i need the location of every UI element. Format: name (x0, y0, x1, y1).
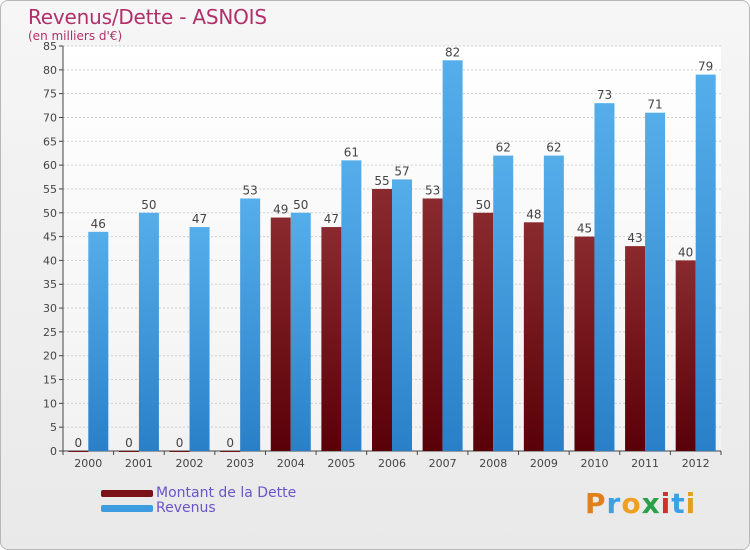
bar-dette (270, 217, 291, 451)
legend-label-revenus: Revenus (156, 500, 216, 516)
y-tick-label: 25 (43, 326, 57, 339)
x-tick-label: 2003 (226, 457, 254, 470)
bar-revenus (543, 155, 564, 451)
x-tick-label: 2000 (74, 457, 102, 470)
y-tick-label: 45 (43, 231, 57, 244)
bar-dette (321, 227, 342, 451)
bar-dette (574, 236, 595, 451)
logo-letter: t (671, 487, 686, 520)
x-tick-label: 2007 (429, 457, 457, 470)
data-label-revenus: 53 (243, 183, 258, 197)
bar-revenus (645, 112, 666, 452)
y-tick-label: 85 (43, 40, 57, 53)
data-label-revenus: 62 (496, 141, 511, 155)
bar-dette (68, 451, 89, 452)
y-tick-label: 55 (43, 183, 57, 196)
x-tick-label: 2004 (277, 457, 305, 470)
bar-dette (625, 246, 646, 451)
data-label-dette: 47 (324, 212, 339, 226)
data-label-revenus: 46 (91, 217, 106, 231)
y-tick-label: 40 (43, 254, 57, 267)
bar-dette (372, 188, 392, 452)
x-tick-label: 2011 (631, 457, 659, 470)
data-label-dette: 53 (425, 183, 440, 197)
logo-letter: o (621, 487, 642, 520)
y-tick-label: 65 (43, 135, 57, 148)
data-label-revenus: 61 (344, 145, 359, 159)
bar-dette (675, 260, 696, 451)
x-tick-label: 2002 (176, 457, 204, 470)
x-tick-label: 2010 (580, 457, 608, 470)
bar-dette (169, 451, 190, 452)
y-tick-label: 80 (43, 64, 57, 77)
data-label-dette: 0 (176, 436, 184, 450)
data-label-revenus: 73 (597, 88, 612, 102)
x-tick-label: 2006 (378, 457, 406, 470)
logo-letter: x (641, 487, 661, 520)
logo-letter: i (685, 487, 697, 520)
bar-revenus (493, 155, 514, 451)
data-label-dette: 43 (627, 231, 642, 245)
bar-revenus (189, 227, 210, 451)
data-label-revenus: 82 (445, 45, 460, 59)
bar-dette (523, 222, 544, 451)
data-label-dette: 40 (678, 245, 693, 259)
bar-dette (118, 451, 139, 452)
bar-revenus (341, 160, 362, 451)
y-tick-label: 30 (43, 302, 57, 315)
y-tick-label: 10 (43, 397, 57, 410)
y-tick-label: 35 (43, 278, 57, 291)
bar-revenus (392, 179, 412, 452)
data-label-dette: 45 (577, 222, 592, 236)
bar-revenus (88, 231, 109, 451)
data-label-revenus: 47 (192, 212, 207, 226)
bar-revenus (240, 198, 261, 451)
y-tick-label: 20 (43, 350, 57, 363)
data-label-revenus: 71 (647, 98, 662, 112)
chart-subtitle: (en milliers d'€) (28, 29, 123, 43)
data-label-revenus: 62 (546, 141, 561, 155)
logo-letter: i (660, 487, 672, 520)
data-label-revenus: 50 (293, 198, 308, 212)
data-label-dette: 49 (273, 203, 288, 217)
bar-dette (422, 198, 443, 451)
bar-revenus (442, 60, 463, 451)
bar-revenus (290, 212, 311, 451)
y-tick-label: 70 (43, 111, 57, 124)
x-tick-label: 2009 (530, 457, 558, 470)
data-label-dette: 55 (374, 174, 389, 188)
data-label-dette: 0 (74, 436, 82, 450)
data-label-revenus: 50 (141, 198, 156, 212)
proxiti-logo: Proxiti (585, 487, 696, 520)
legend-swatch-dette (101, 490, 153, 497)
y-tick-label: 60 (43, 159, 57, 172)
logo-letter: P (585, 487, 607, 520)
y-tick-label: 0 (50, 445, 57, 458)
y-tick-label: 75 (43, 88, 57, 101)
logo-letter: r (606, 487, 622, 520)
data-label-dette: 0 (125, 436, 133, 450)
bar-revenus (695, 74, 716, 452)
data-label-dette: 50 (476, 198, 491, 212)
bar-revenus (138, 212, 159, 451)
x-tick-label: 2001 (125, 457, 153, 470)
data-label-dette: 0 (226, 436, 234, 450)
x-tick-label: 2008 (479, 457, 507, 470)
y-tick-label: 15 (43, 374, 57, 387)
y-tick-label: 50 (43, 207, 57, 220)
x-tick-label: 2005 (327, 457, 355, 470)
bar-dette (473, 212, 494, 451)
data-label-dette: 48 (526, 207, 541, 221)
bar-revenus (594, 103, 615, 452)
bar-dette (220, 451, 241, 452)
legend-swatch-revenus (101, 505, 153, 512)
chart-title: Revenus/Dette - ASNOIS (28, 5, 267, 29)
y-tick-label: 5 (50, 421, 57, 434)
data-label-revenus: 79 (698, 60, 713, 74)
data-label-revenus: 57 (394, 164, 409, 178)
x-tick-label: 2012 (682, 457, 710, 470)
legend-label-dette: Montant de la Dette (156, 485, 297, 501)
